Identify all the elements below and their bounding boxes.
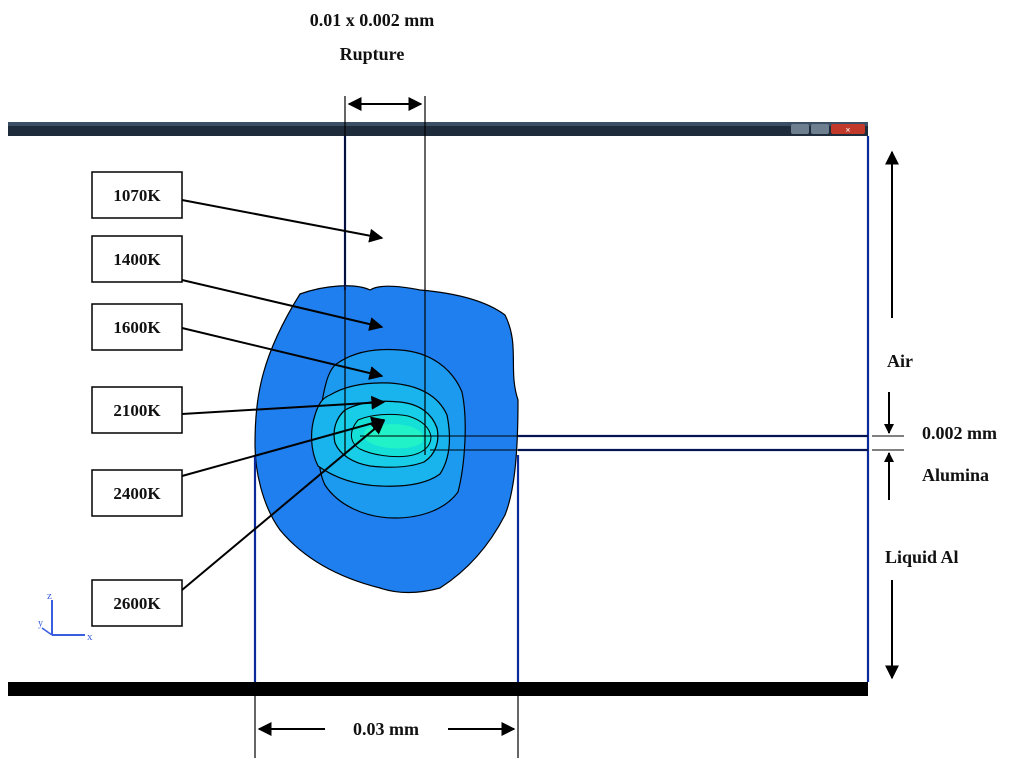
domain-outline [253, 136, 870, 682]
rupture-dimension-label: 0.01 x 0.002 mm [310, 10, 435, 30]
close-button[interactable] [831, 124, 865, 134]
temp-label-text: 2100K [113, 401, 161, 420]
temp-label-text: 2400K [113, 484, 161, 503]
window-titlebar: × [8, 122, 868, 136]
air-label: Air [887, 351, 913, 371]
temp-label-text: 1400K [113, 250, 161, 269]
temp-label-2100k: 2100K [91, 386, 386, 434]
bottom-bar [8, 682, 868, 696]
axis-z-label: z [47, 590, 52, 602]
temp-label-2400k: 2400K [91, 416, 386, 517]
temp-label-2600k: 2600K [91, 420, 386, 627]
liquid-al-label: Liquid Al [885, 547, 959, 567]
temp-label-1070k: 1070K [91, 171, 384, 243]
axis-triad-icon: z y x [38, 590, 93, 643]
region-annotations: Air 0.002 mm Alumina Liquid Al [872, 150, 997, 680]
width-dimension: 0.03 mm [254, 696, 519, 758]
temperature-contours [254, 285, 519, 594]
width-dimension-label: 0.03 mm [353, 719, 419, 739]
alumina-thickness-label: 0.002 mm [922, 423, 997, 443]
temp-label-text: 1070K [113, 186, 161, 205]
close-icon: × [845, 125, 850, 135]
window-controls[interactable]: × [791, 124, 865, 135]
temp-label-text: 2600K [113, 594, 161, 613]
temp-label-text: 1600K [113, 318, 161, 337]
maximize-button[interactable] [811, 124, 829, 134]
minimize-button[interactable] [791, 124, 809, 134]
rupture-dimension [344, 96, 426, 455]
temp-label-1400k: 1400K [91, 235, 384, 331]
axis-x-label: x [87, 631, 93, 643]
alumina-label: Alumina [922, 465, 989, 485]
temp-label-1600k: 1600K [91, 303, 384, 380]
rupture-caption: Rupture [340, 44, 405, 64]
axis-y-label: y [38, 618, 43, 629]
